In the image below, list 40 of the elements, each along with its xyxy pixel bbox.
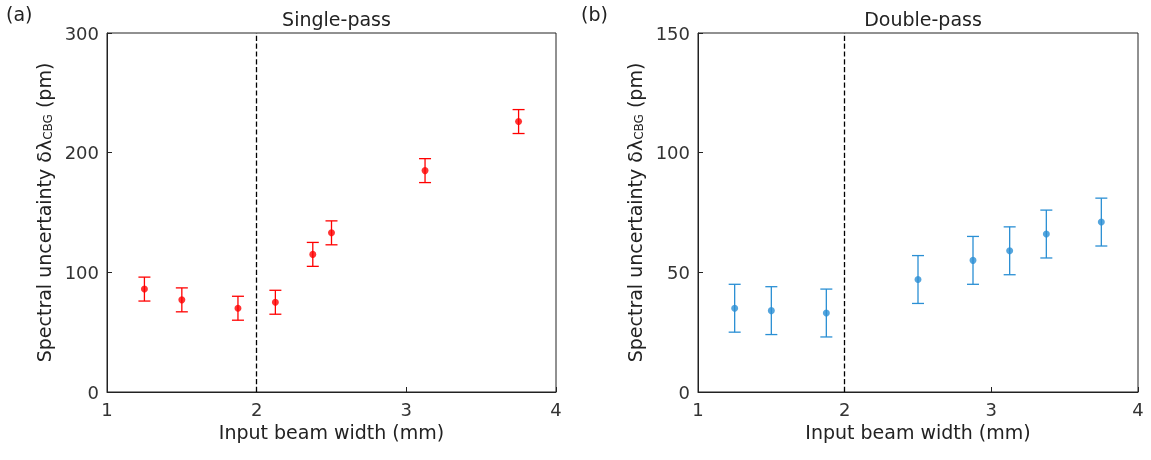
point xyxy=(309,250,317,258)
y-tick-label: 0 xyxy=(87,381,99,403)
text: (a) xyxy=(6,2,33,25)
x-axis-title: Input beam width (mm) xyxy=(218,421,445,444)
chart-title: Double-pass xyxy=(864,7,982,30)
point xyxy=(914,276,922,284)
x-tick-label: 1 xyxy=(692,398,704,420)
point xyxy=(234,304,242,312)
point xyxy=(271,298,279,306)
point xyxy=(421,167,429,175)
y-tick-label: 150 xyxy=(655,22,690,44)
point xyxy=(1006,247,1014,255)
point xyxy=(969,256,977,264)
y-tick-label: 300 xyxy=(64,22,99,44)
point xyxy=(178,296,186,304)
point xyxy=(767,307,775,315)
y-tick-label: 0 xyxy=(678,381,690,403)
x-tick-label: 2 xyxy=(250,398,263,420)
point xyxy=(1042,230,1050,238)
x-tick-label: 1 xyxy=(101,398,113,420)
y-tick-label: 200 xyxy=(64,142,99,164)
y-tick-label: 100 xyxy=(64,261,99,283)
x-tick-label: 4 xyxy=(1132,398,1144,420)
text: (b) xyxy=(581,2,608,25)
point xyxy=(515,118,523,126)
x-tick-label: 3 xyxy=(400,398,413,420)
point xyxy=(1097,218,1105,226)
y-tick-label: 100 xyxy=(655,142,690,164)
y-axis-title: Spectral uncertainty δλCBG (pm) xyxy=(32,62,55,363)
x-axis-title: Input beam width (mm) xyxy=(805,421,1031,444)
y-tick-label: 50 xyxy=(667,261,690,283)
x-tick-label: 4 xyxy=(550,398,562,420)
y-axis-title: Spectral uncertainty δλCBG (pm) xyxy=(623,62,646,363)
x-tick-label: 2 xyxy=(838,398,851,420)
point xyxy=(731,304,739,312)
point xyxy=(328,229,335,237)
x-tick-label: 3 xyxy=(985,398,998,420)
chart-title: Single-pass xyxy=(282,7,391,30)
point xyxy=(822,309,830,317)
point xyxy=(140,285,148,293)
